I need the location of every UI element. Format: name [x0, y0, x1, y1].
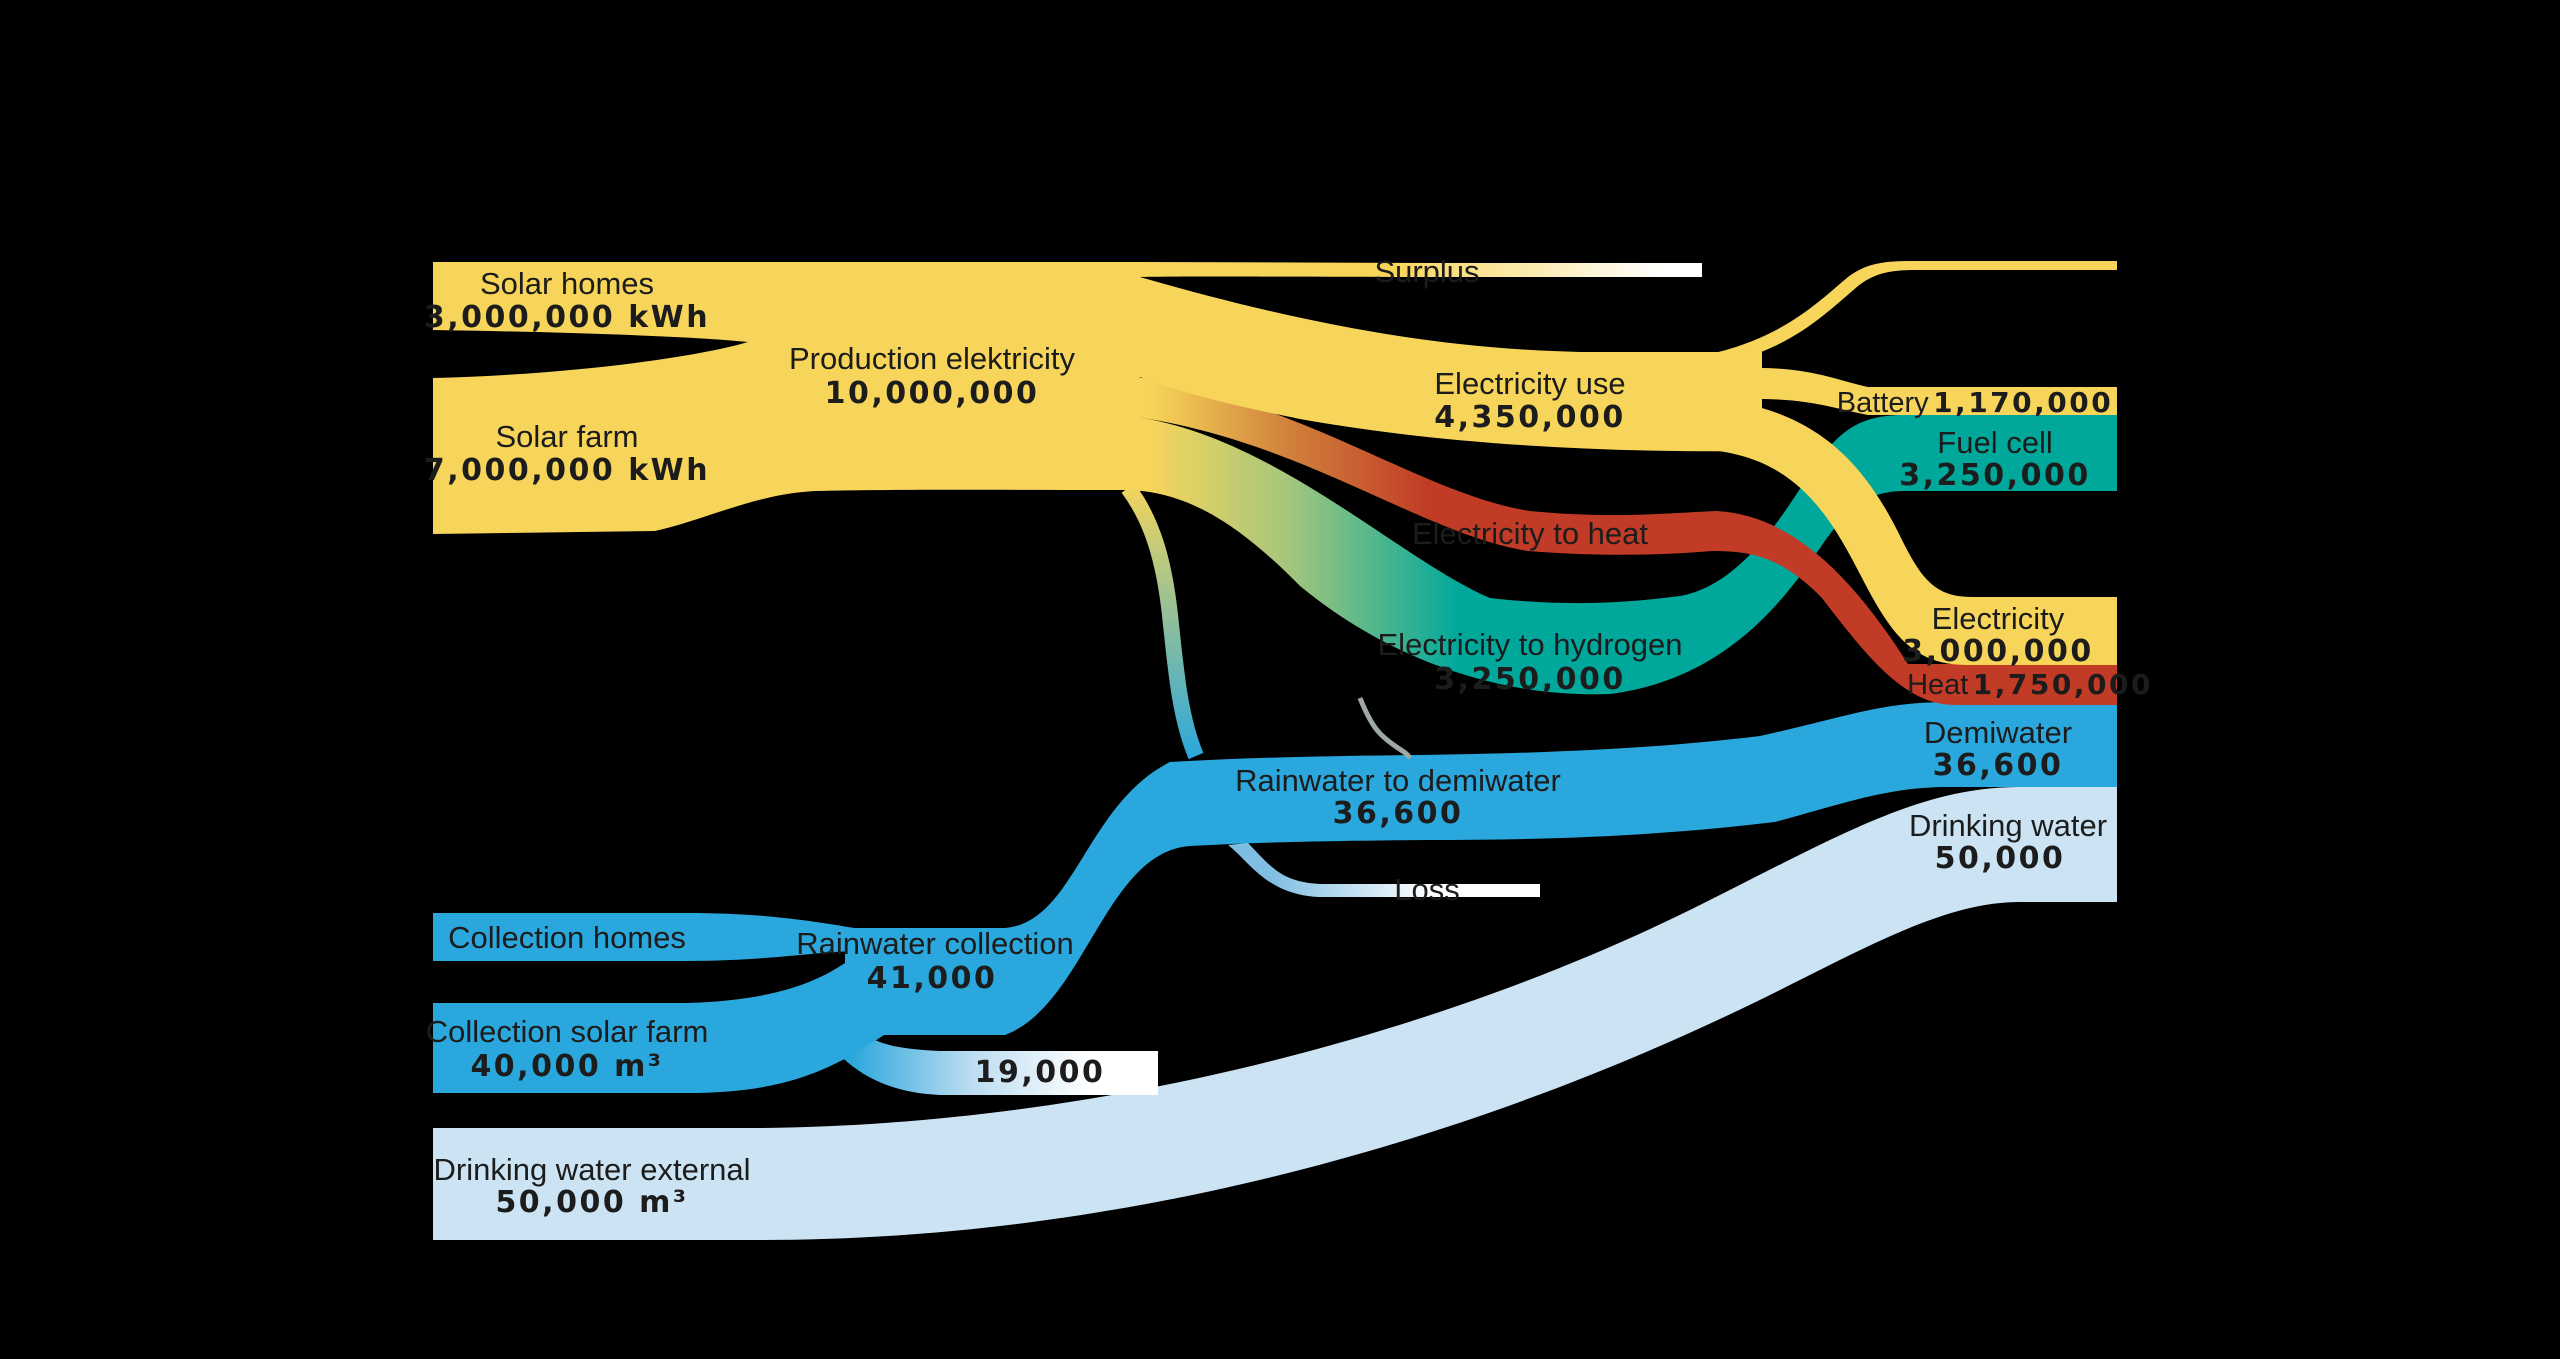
label-rainwater-to-demiwater: Rainwater to demiwater: [1235, 763, 1561, 798]
flow-electricity-use: [1140, 277, 1762, 452]
label-heat: Heat 1,750,000: [1907, 668, 2153, 701]
value-19000: 19,000: [975, 1055, 1106, 1090]
label-surplus: Surplus: [1374, 254, 1479, 289]
value-electricity-use: 4,350,000: [1434, 400, 1625, 435]
label-rainwater-collection: Rainwater collection: [796, 926, 1073, 961]
connector-electricity-to-water-treatment: [1121, 483, 1204, 760]
flow-grid-strip: [1695, 261, 2117, 366]
flow-battery: [1758, 368, 2117, 415]
label-collection-homes: Collection homes: [448, 920, 686, 955]
label-demiwater: Demiwater: [1924, 715, 2072, 750]
label-drinking-water: Drinking water: [1909, 808, 2107, 843]
flow-electricity-to-heat: [1128, 376, 2117, 705]
label-heat-name: Heat: [1907, 669, 1968, 701]
label-battery-name: Battery: [1837, 387, 1929, 419]
flow-electricity-output: [1718, 402, 2117, 665]
label-drinking-water-external: Drinking water external: [433, 1152, 750, 1187]
label-electricity-use: Electricity use: [1434, 366, 1625, 401]
value-collection-solar-farm: 40,000 m³: [470, 1049, 663, 1084]
label-loss: Loss: [1394, 872, 1459, 907]
value-rainwater-to-demiwater: 36,600: [1333, 796, 1464, 831]
node-production-electricity: [433, 262, 1140, 534]
value-rainwater-collection: 41,000: [867, 961, 998, 996]
flow-drinking-water-external-to-drinking-water: [433, 787, 2117, 1240]
value-solar-farm: 7,000,000 kWh: [424, 453, 710, 488]
flow-surplus: [1140, 262, 1702, 277]
label-electricity-to-hydrogen: Electricity to hydrogen: [1378, 627, 1683, 662]
value-heat: 1,750,000: [1973, 668, 2153, 701]
label-electricity-to-heat: Electricity to heat: [1412, 516, 1648, 551]
value-solar-homes: 3,000,000 kWh: [424, 300, 710, 335]
label-solar-homes: Solar homes: [480, 266, 654, 301]
value-battery: 1,170,000: [1933, 386, 2113, 419]
node-collection-homes: [433, 913, 874, 961]
label-electricity-output: Electricity: [1932, 601, 2065, 636]
label-collection-solar-farm: Collection solar farm: [426, 1014, 709, 1049]
value-fuel-cell: 3,250,000: [1899, 458, 2090, 493]
value-electricity-output: 3,000,000: [1902, 634, 2093, 669]
label-battery: Battery 1,170,000: [1837, 386, 2113, 419]
value-production: 10,000,000: [825, 376, 1040, 411]
flow-rainwater-to-demiwater: [1005, 702, 2117, 1035]
value-drinking-water-external: 50,000 m³: [495, 1185, 688, 1220]
node-rainwater-collection: [845, 928, 1005, 1035]
label-fuel-cell: Fuel cell: [1937, 425, 2052, 460]
value-electricity-to-hydrogen: 3,250,000: [1434, 662, 1625, 697]
connector-demiwater-electrolysis: [1357, 697, 1413, 760]
flow-loss: [1228, 843, 1540, 897]
label-production: Production elektricity: [789, 341, 1076, 376]
value-demiwater: 36,600: [1933, 748, 2064, 783]
value-drinking-water: 50,000: [1935, 841, 2066, 876]
node-collection-solar-farm: [433, 958, 884, 1093]
label-solar-farm: Solar farm: [496, 419, 639, 454]
flow-19000-outflow: [808, 1002, 1158, 1095]
